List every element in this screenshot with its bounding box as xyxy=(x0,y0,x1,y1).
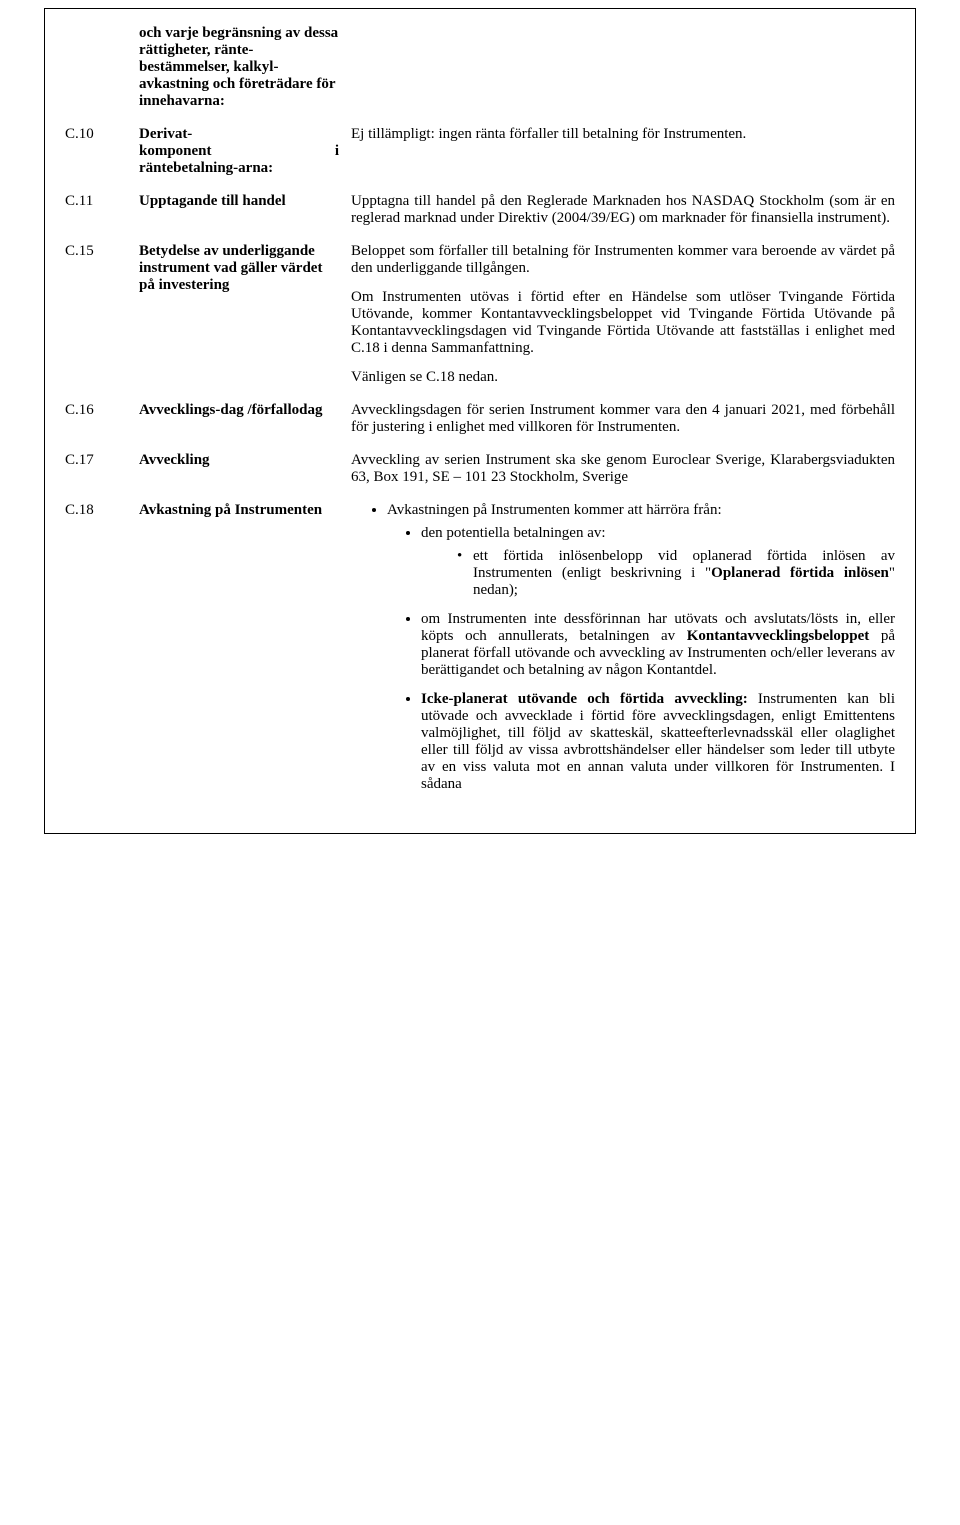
label-text: Avvecklings-dag /förfallodag xyxy=(139,402,339,419)
cell-body: Avkastningen på Instrumenten kommer att … xyxy=(345,496,901,815)
cell-body: Avvecklingsdagen för serien Instrument k… xyxy=(345,396,901,446)
paragraph: Ej tillämpligt: ingen ränta förfaller ti… xyxy=(351,126,895,143)
bullet-list-level1: Avkastningen på Instrumenten kommer att … xyxy=(351,502,895,793)
paragraph: Vänligen se C.18 nedan. xyxy=(351,369,895,386)
cell-num xyxy=(59,19,133,120)
bullet-list-level3: ett förtida inlösenbelopp vid oplanerad … xyxy=(421,548,895,599)
label-line: Derivat- xyxy=(139,126,339,143)
row-c10: C.10 Derivat- komponent i räntebetalning… xyxy=(59,120,901,187)
cell-label: Avkastning på Instrumenten xyxy=(133,496,345,815)
cell-label: Upptagande till handel xyxy=(133,187,345,237)
bold-term: Kontantavvecklingsbeloppet xyxy=(687,628,870,644)
page: och varje begränsning av dessa rättighet… xyxy=(0,0,960,1525)
cell-num: C.10 xyxy=(59,120,133,187)
list-item: Icke-planerat utövande och förtida avvec… xyxy=(421,691,895,793)
label-word: komponent xyxy=(139,143,212,159)
cell-num: C.11 xyxy=(59,187,133,237)
paragraph: Upptagna till handel på den Reglerade Ma… xyxy=(351,193,895,227)
cell-num: C.15 xyxy=(59,237,133,396)
cell-body: Beloppet som förfaller till betalning fö… xyxy=(345,237,901,396)
label-text: Avveckling xyxy=(139,452,339,469)
list-item: Avkastningen på Instrumenten kommer att … xyxy=(387,502,895,793)
content-frame: och varje begränsning av dessa rättighet… xyxy=(44,8,916,834)
cell-body: Upptagna till handel på den Reglerade Ma… xyxy=(345,187,901,237)
content-table: och varje begränsning av dessa rättighet… xyxy=(59,19,901,815)
cell-label: och varje begränsning av dessa rättighet… xyxy=(133,19,345,120)
label-line: räntebetalning-arna: xyxy=(139,160,339,177)
paragraph: Beloppet som förfaller till betalning fö… xyxy=(351,243,895,277)
label-word-right: i xyxy=(335,143,339,160)
label-text: och varje begränsning av dessa rättighet… xyxy=(139,25,339,110)
row-c11: C.11 Upptagande till handel Upptagna til… xyxy=(59,187,901,237)
cell-num: C.17 xyxy=(59,446,133,496)
list-item: ett förtida inlösenbelopp vid oplanerad … xyxy=(457,548,895,599)
bold-term: Oplanerad förtida inlösen xyxy=(711,565,889,581)
label-line: komponent i xyxy=(139,143,339,160)
cell-label: Avveckling xyxy=(133,446,345,496)
list-item: den potentiella betalningen av: ett fört… xyxy=(421,525,895,599)
row-c17: C.17 Avveckling Avveckling av serien Ins… xyxy=(59,446,901,496)
bold-term: Icke-planerat utövande och förtida avvec… xyxy=(421,691,748,707)
paragraph: Avvecklingsdagen för serien Instrument k… xyxy=(351,402,895,436)
list-text: den potentiella betalningen av: xyxy=(421,525,606,541)
label-text: Upptagande till handel xyxy=(139,193,339,210)
paragraph: Avveckling av serien Instrument ska ske … xyxy=(351,452,895,486)
cell-body: Avveckling av serien Instrument ska ske … xyxy=(345,446,901,496)
bullet-list-level2: den potentiella betalningen av: ett fört… xyxy=(387,525,895,793)
cell-num: C.18 xyxy=(59,496,133,815)
label-text: Avkastning på Instrumenten xyxy=(139,502,339,519)
row-c16: C.16 Avvecklings-dag /förfallodag Avveck… xyxy=(59,396,901,446)
cell-body xyxy=(345,19,901,120)
cell-label: Derivat- komponent i räntebetalning-arna… xyxy=(133,120,345,187)
cell-num: C.16 xyxy=(59,396,133,446)
list-text: Avkastningen på Instrumenten kommer att … xyxy=(387,502,722,518)
list-item: om Instrumenten inte dessförinnan har ut… xyxy=(421,611,895,679)
label-text: Betydelse av underliggande instrument va… xyxy=(139,243,339,294)
cell-body: Ej tillämpligt: ingen ränta förfaller ti… xyxy=(345,120,901,187)
row-c15: C.15 Betydelse av underliggande instrume… xyxy=(59,237,901,396)
paragraph: Om Instrumenten utövas i förtid efter en… xyxy=(351,289,895,357)
row-continuation: och varje begränsning av dessa rättighet… xyxy=(59,19,901,120)
cell-label: Avvecklings-dag /förfallodag xyxy=(133,396,345,446)
cell-label: Betydelse av underliggande instrument va… xyxy=(133,237,345,396)
row-c18: C.18 Avkastning på Instrumenten Avkastni… xyxy=(59,496,901,815)
